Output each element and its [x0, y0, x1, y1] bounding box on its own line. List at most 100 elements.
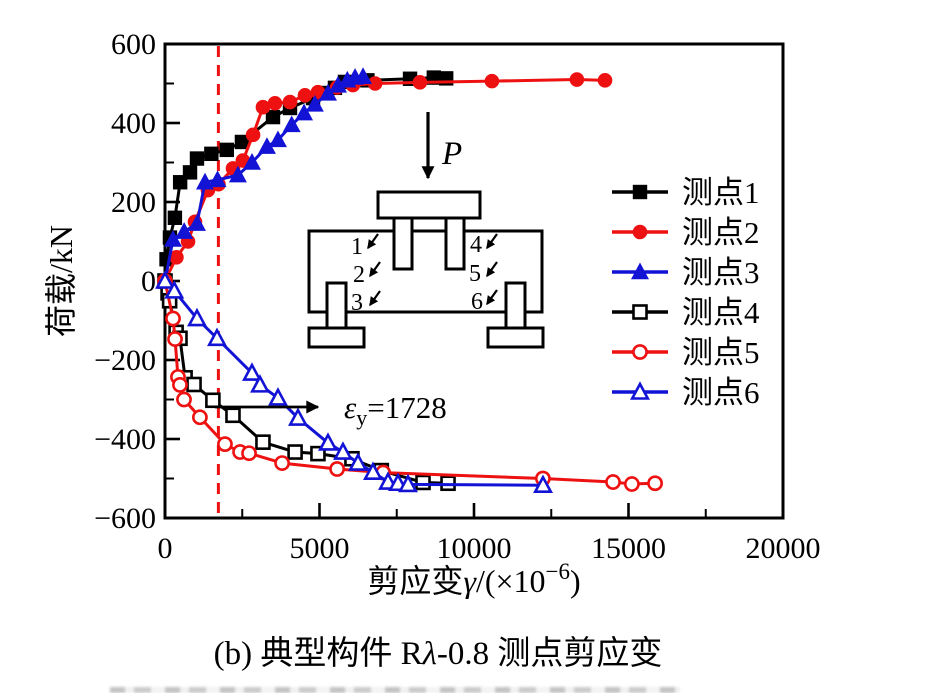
series-5-marker [172, 376, 188, 393]
legend-label-4: 测点4 [682, 295, 760, 330]
x-axis-ticks: 0 5000 10000 15000 20000 [158, 503, 821, 565]
legend-label-6: 测点6 [682, 375, 760, 410]
series-3-marker [354, 67, 373, 84]
legend-label-5: 测点5 [682, 335, 760, 370]
series-5-marker [241, 445, 257, 462]
series-3-marker [188, 214, 206, 231]
y-axis-label: 荷载/kN [43, 225, 79, 337]
y-tick-label: 400 [111, 107, 156, 140]
legend-marker-5 [632, 344, 648, 360]
series-6-marker [288, 407, 308, 426]
series-5-marker [165, 310, 181, 327]
inset-point-arrow-5 [486, 261, 498, 278]
x-tick-label: 0 [158, 532, 173, 565]
series-3-marker [208, 170, 227, 188]
inset-point-arrow-3 [369, 290, 381, 307]
series-3 [156, 67, 373, 289]
series-6-marker [318, 432, 338, 451]
series-6 [155, 270, 553, 494]
series-3-marker [268, 130, 287, 148]
legend-item-2: 测点2 [612, 215, 760, 250]
series-1-marker [265, 109, 281, 125]
series-5-marker [623, 476, 640, 492]
legend: 测点1 测点2 测点3 测点4 测点5 测点6 [612, 175, 760, 410]
series-4-marker [205, 392, 221, 409]
y-tick-label: −600 [94, 502, 156, 535]
legend-marker-1 [632, 184, 648, 200]
series-4-marker [255, 434, 271, 450]
figure-caption: (b) 典型构件 Rλ-0.8 测点剪应变 [213, 636, 663, 672]
series-4-marker [186, 376, 202, 393]
legend-item-6: 测点6 [612, 375, 760, 410]
series-6-marker [187, 307, 207, 327]
y-tick-label: 200 [111, 186, 156, 219]
series-1-marker [219, 142, 235, 158]
data-series [155, 67, 663, 494]
inset-specimen-body [307, 229, 544, 314]
series-4-marker [287, 444, 303, 460]
series-5 [157, 273, 663, 492]
series-6-marker [348, 452, 368, 471]
legend-label-3: 测点3 [682, 255, 760, 290]
inset-point-label-4: 4 [470, 232, 482, 258]
annotation-text: εy=1728 [344, 390, 447, 430]
series-1-marker [204, 146, 219, 162]
series-5-marker [647, 475, 663, 492]
series-3-marker [295, 103, 314, 121]
series-3-marker [243, 153, 261, 170]
inset-point-label-6: 6 [471, 289, 483, 315]
y-tick-label: −400 [94, 423, 156, 456]
series-1-marker [189, 151, 205, 166]
x-tick-label: 5000 [290, 532, 350, 565]
inset-point-arrow-6 [486, 289, 498, 306]
series-3-marker [196, 172, 214, 190]
series-1-marker [182, 165, 198, 180]
inset-point-label-2: 2 [353, 262, 365, 288]
series-1-marker [167, 210, 183, 226]
series-3-marker [305, 94, 324, 112]
series-6-marker [207, 327, 227, 347]
x-axis-label: 剪应变γ/(×10−6) [367, 559, 580, 599]
inset-left-leg [392, 216, 414, 271]
series-6-marker [164, 280, 185, 299]
series-5-marker [329, 461, 346, 477]
inset-point-label-3: 3 [351, 290, 363, 316]
legend-marker-4 [632, 304, 648, 320]
legend-item-1: 测点1 [612, 175, 760, 210]
caption-lambda: λ [422, 636, 437, 672]
series-2-marker [412, 75, 428, 90]
legend-marker-6 [630, 381, 650, 400]
inset-point-arrow-2 [369, 261, 381, 278]
x-tick-label: 10000 [437, 532, 512, 565]
series-2-marker [597, 73, 613, 88]
x-tick-label: 15000 [591, 532, 666, 565]
series-2-marker [245, 127, 261, 143]
legend-item-3: 测点3 [612, 255, 760, 290]
legend-item-5: 测点5 [612, 335, 760, 370]
series-6-marker [398, 473, 418, 493]
series-2-marker [255, 99, 271, 115]
series-5-marker [217, 436, 233, 453]
series-5-marker [605, 474, 621, 490]
series-2-marker [297, 88, 313, 103]
series-5-marker [192, 409, 208, 426]
series-6-marker [267, 387, 288, 406]
legend-item-4: 测点4 [612, 295, 760, 330]
y-tick-label: 600 [111, 28, 156, 61]
inset-left-support [307, 281, 366, 349]
series-5-marker [176, 391, 192, 408]
series-5-marker [274, 455, 291, 471]
series-6-marker [242, 362, 262, 381]
legend-marker-2 [632, 224, 648, 240]
y-tick-label: −200 [94, 344, 156, 377]
series-3-marker [228, 165, 247, 183]
inset-top-plate [376, 190, 482, 220]
series-5-marker [167, 331, 183, 347]
y-tick-label: 0 [141, 265, 156, 298]
series-2-marker [282, 94, 298, 110]
inset-right-support [486, 281, 545, 349]
inset-diagram: P 1 2 3 4 5 6 [307, 112, 545, 349]
inset-point-label-1: 1 [351, 234, 363, 260]
inset-load-label: P [441, 136, 462, 172]
x-tick-label: 20000 [746, 532, 821, 565]
